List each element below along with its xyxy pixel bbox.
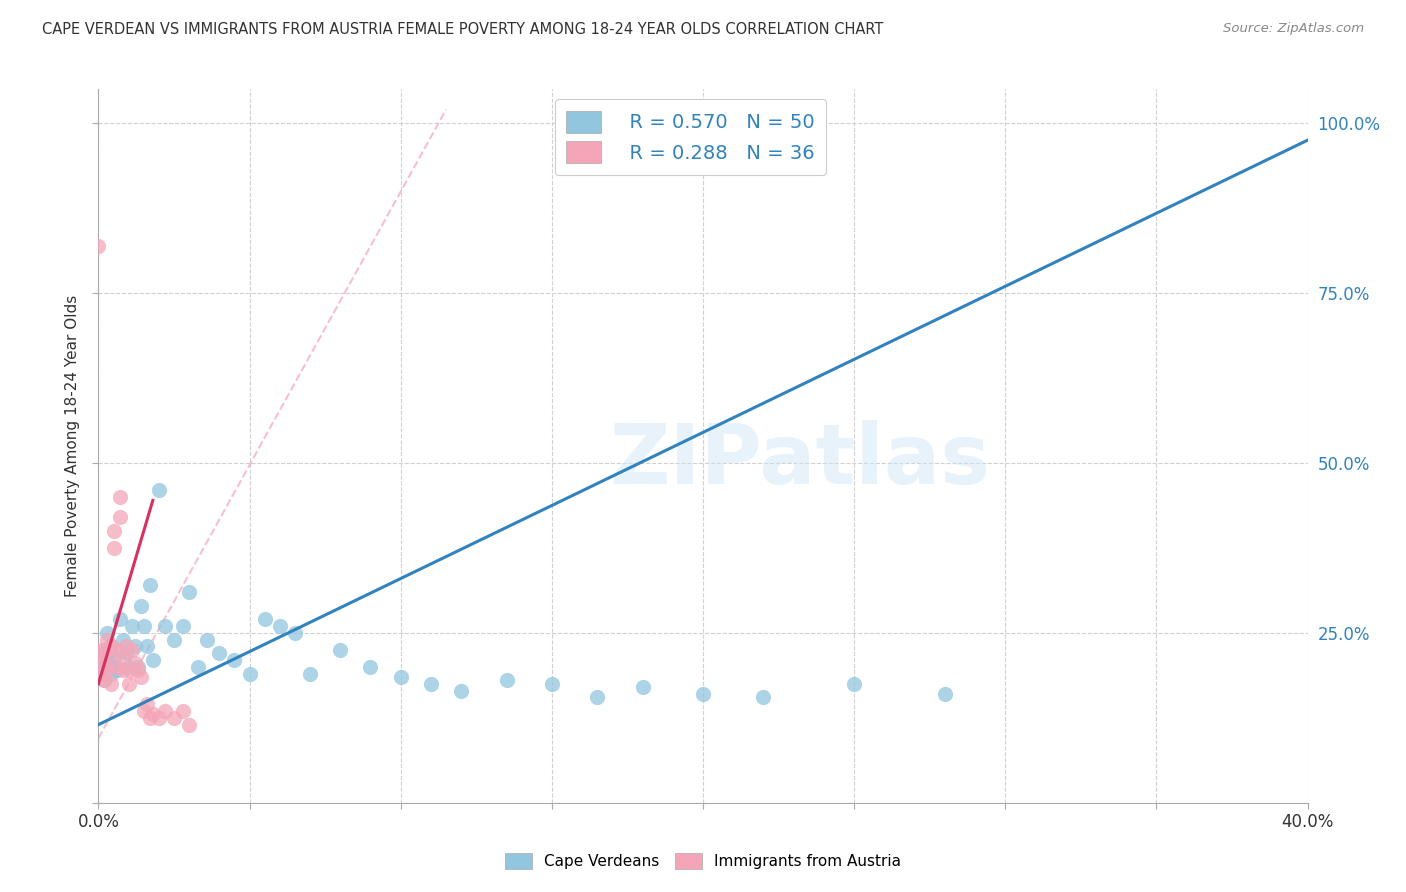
Point [100,640,122,654]
Point [93,673,115,688]
Point [103,660,125,674]
Point [269,619,291,633]
Legend: Cape Verdeans, Immigrants from Austria: Cape Verdeans, Immigrants from Austria [498,847,908,875]
Point [100,666,122,681]
Point [132,704,155,718]
Point [96,626,118,640]
Point [96,663,118,677]
Point [93,646,115,660]
Point [224,653,246,667]
Point [124,640,146,654]
Point [121,643,143,657]
Point [420,677,443,691]
Point [108,612,131,626]
Point [93,660,115,674]
Point [153,619,176,633]
Point [692,687,714,701]
Point [586,690,609,705]
Point [208,646,231,660]
Point [118,677,141,691]
Point [118,663,141,677]
Point [129,670,152,684]
Point [934,687,956,701]
Point [631,680,654,694]
Y-axis label: Female Poverty Among 18-24 Year Olds: Female Poverty Among 18-24 Year Olds [65,295,80,597]
Point [100,677,122,691]
Point [93,673,115,688]
Point [495,673,517,688]
Point [139,578,162,592]
Point [90,666,112,681]
Point [127,663,149,677]
Point [148,711,170,725]
Point [179,585,201,599]
Point [299,666,322,681]
Point [239,666,262,681]
Point [124,657,146,671]
Point [142,707,165,722]
Point [450,683,472,698]
Point [90,660,112,674]
Point [96,649,118,664]
Point [108,490,131,504]
Point [114,640,136,654]
Text: ZIPatlas: ZIPatlas [609,420,990,500]
Point [90,649,112,664]
Point [103,524,125,538]
Point [100,640,122,654]
Point [118,660,141,674]
Point [179,717,201,731]
Point [105,663,128,677]
Point [187,660,209,674]
Point [90,643,112,657]
Point [163,632,186,647]
Point [96,653,118,667]
Text: Source: ZipAtlas.com: Source: ZipAtlas.com [1223,22,1364,36]
Point [195,632,218,647]
Point [127,660,149,674]
Point [108,510,131,524]
Point [105,660,128,674]
Point [172,704,194,718]
Text: CAPE VERDEAN VS IMMIGRANTS FROM AUSTRIA FEMALE POVERTY AMONG 18-24 YEAR OLDS COR: CAPE VERDEAN VS IMMIGRANTS FROM AUSTRIA … [42,22,883,37]
Point [103,541,125,555]
Point [360,660,382,674]
Point [153,704,176,718]
Point [111,663,134,677]
Point [844,677,866,691]
Point [284,626,307,640]
Point [129,599,152,613]
Point [752,690,775,705]
Point [103,649,125,664]
Point [148,483,170,498]
Legend:   R = 0.570   N = 50,   R = 0.288   N = 36: R = 0.570 N = 50, R = 0.288 N = 36 [555,99,827,175]
Point [172,619,194,633]
Point [111,632,134,647]
Point [540,677,562,691]
Point [96,632,118,647]
Point [121,619,143,633]
Point [111,649,134,664]
Point [253,612,276,626]
Point [93,643,115,657]
Point [132,619,155,633]
Point [87,238,110,252]
Point [114,646,136,660]
Point [135,698,157,712]
Point [163,711,186,725]
Point [105,643,128,657]
Point [329,643,352,657]
Point [139,711,162,725]
Point [142,653,165,667]
Point [389,670,412,684]
Point [135,640,157,654]
